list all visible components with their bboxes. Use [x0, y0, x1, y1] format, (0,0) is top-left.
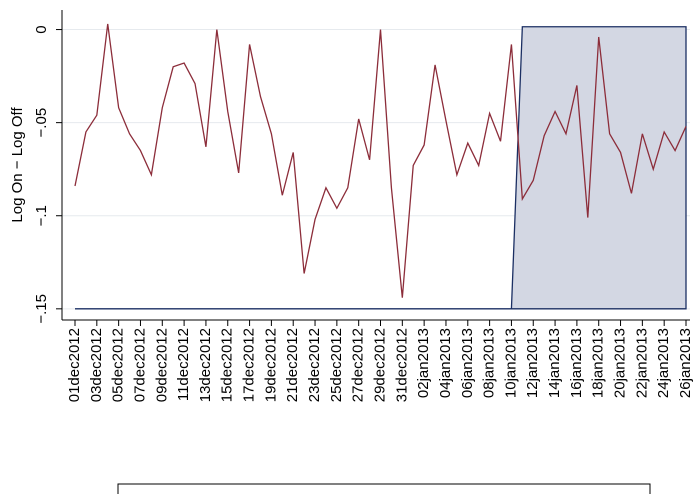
y-tick-label: −.1 [33, 205, 50, 226]
y-axis-title: Log On − Log Off [9, 107, 26, 223]
x-tick-label: 27dec2012 [350, 328, 367, 402]
x-tick-label: 15dec2012 [219, 328, 236, 402]
x-tick-label: 07dec2012 [131, 328, 148, 402]
y-tick-label: 0 [33, 25, 50, 33]
y-tick-label: −.15 [33, 294, 50, 324]
x-tick-label: 12jan2013 [524, 328, 541, 398]
x-tick-label: 03dec2012 [88, 328, 105, 402]
x-tick-label: 09dec2012 [153, 328, 170, 402]
x-tick-label: 06jan2013 [459, 328, 476, 398]
x-tick-label: 23dec2012 [306, 328, 323, 402]
data-line [74, 23, 687, 298]
x-tick-label: 13dec2012 [197, 328, 214, 402]
x-tick-label: 20jan2013 [612, 328, 629, 398]
x-tick-label: 10jan2013 [502, 328, 519, 398]
x-tick-label: 04jan2013 [437, 328, 454, 398]
x-tick-label: 11dec2012 [175, 328, 192, 401]
x-tick-label: 16jan2013 [568, 328, 585, 398]
test-area [75, 26, 687, 310]
x-tick-label: 22jan2013 [633, 328, 650, 398]
x-tick-label: 02jan2013 [415, 328, 432, 398]
x-tick-label: 08jan2013 [481, 328, 498, 398]
legend-box [117, 483, 651, 499]
x-tick-label: 21dec2012 [284, 328, 301, 402]
x-tick-label: 31dec2012 [393, 328, 410, 402]
x-tick-label: 24jan2013 [655, 328, 672, 398]
x-tick-label: 17dec2012 [241, 328, 258, 402]
x-tick-label: 01dec2012 [66, 328, 83, 402]
x-tick-label: 18jan2013 [590, 328, 607, 398]
x-tick-label: 26jan2013 [677, 328, 693, 398]
y-tick-label: −.05 [33, 108, 50, 138]
x-tick-label: 14jan2013 [546, 328, 563, 398]
x-tick-label: 29dec2012 [371, 328, 388, 402]
x-tick-label: 05dec2012 [110, 328, 127, 402]
x-tick-label: 19dec2012 [262, 328, 279, 402]
x-tick-label: 25dec2012 [328, 328, 345, 402]
